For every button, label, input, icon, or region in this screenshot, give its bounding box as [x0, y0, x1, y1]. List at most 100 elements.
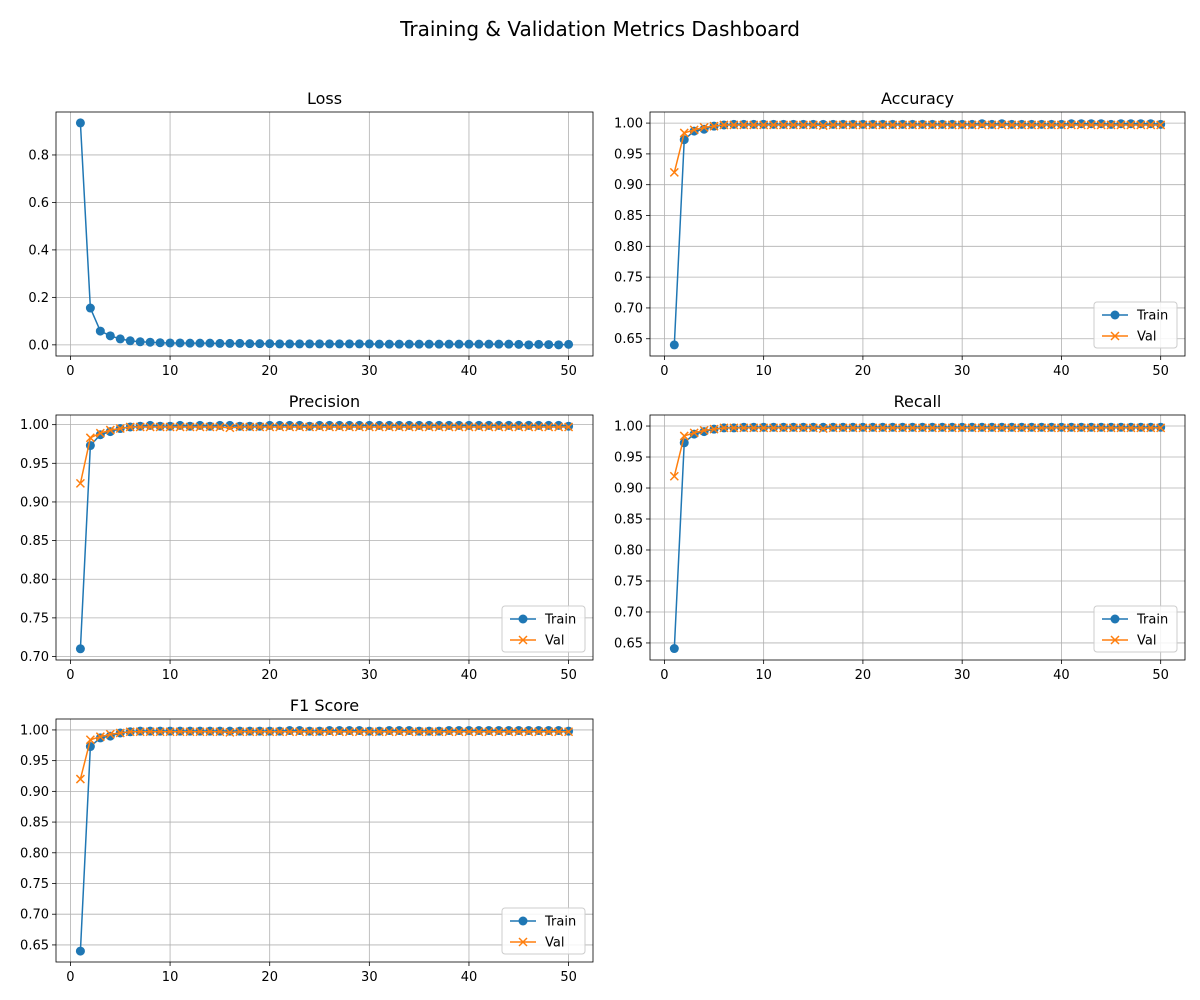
data-point-val [967, 120, 977, 130]
data-point-value [125, 336, 135, 346]
data-point-val [917, 423, 927, 433]
data-point-val [997, 423, 1007, 433]
data-point-val [898, 423, 908, 433]
y-tick-label: 0.75 [20, 611, 49, 626]
x-tick-label: 40 [1053, 364, 1070, 379]
data-point-train [977, 119, 987, 129]
dashboard-title: Training & Validation Metrics Dashboard [399, 17, 800, 41]
series-line-val [79, 426, 569, 484]
data-point-val [1136, 120, 1146, 130]
data-point-val [1096, 120, 1106, 130]
chart-title: Precision [289, 392, 360, 411]
legend: Train Val [1093, 605, 1178, 653]
data-point-val [484, 727, 494, 737]
legend-label: Val [545, 936, 564, 951]
series-line-val [673, 427, 1161, 477]
data-point-val [1066, 120, 1076, 130]
data-point-val [679, 128, 689, 138]
data-point-val [564, 422, 574, 432]
data-point-val [424, 422, 434, 432]
data-point-train [554, 726, 564, 736]
plot-frame [649, 414, 1186, 661]
legend: Train Val [501, 907, 586, 955]
data-point-train [394, 726, 404, 736]
x-tick-label: 20 [261, 668, 278, 683]
data-point-value [295, 339, 305, 349]
data-point-val [145, 422, 155, 432]
data-point-val [344, 727, 354, 737]
data-point-train [818, 119, 828, 129]
data-point-value [205, 338, 215, 348]
data-point-val [374, 727, 384, 737]
data-point-val [195, 422, 205, 432]
data-point-val [175, 422, 185, 432]
data-point-val [434, 727, 444, 737]
data-point-value [195, 338, 205, 348]
data-point-train [504, 420, 514, 430]
data-point-value [145, 337, 155, 347]
data-point-value [75, 118, 85, 128]
data-point-train [175, 420, 185, 430]
x-tick-label: 0 [660, 668, 668, 683]
x-tick-label: 20 [855, 364, 872, 379]
data-point-val [1046, 423, 1057, 433]
data-point-val [544, 727, 554, 737]
data-point-val [364, 422, 374, 432]
x-tick-label: 10 [162, 970, 179, 985]
data-point-val [808, 423, 818, 433]
data-point-train [285, 420, 295, 430]
data-point-train [514, 420, 524, 430]
data-point-val [1056, 120, 1066, 130]
data-point-value [454, 339, 464, 349]
data-point-val [1037, 120, 1047, 130]
data-point-train [818, 422, 828, 432]
data-point-train [334, 726, 344, 736]
x-tick-label: 40 [461, 668, 478, 683]
data-point-val [125, 727, 135, 737]
data-point-val [908, 423, 918, 433]
data-point-val [868, 423, 878, 433]
data-point-value [434, 339, 444, 349]
x-tick-label: 20 [261, 970, 278, 985]
data-point-val [554, 727, 564, 737]
data-point-val [324, 422, 335, 432]
data-point-val [534, 422, 544, 432]
legend-label: Train [544, 915, 576, 930]
y-tick-label: 0.2 [28, 291, 49, 306]
data-point-train [364, 420, 374, 430]
data-point-value [544, 340, 554, 350]
data-point-val [1096, 423, 1106, 433]
data-point-val [1136, 423, 1146, 433]
data-point-val [245, 422, 255, 432]
data-point-value [165, 338, 175, 348]
data-point-train [384, 420, 394, 430]
data-point-train [215, 420, 225, 430]
x-tick-label: 30 [954, 668, 971, 683]
data-point-val [175, 727, 185, 737]
plot-frame [55, 111, 594, 357]
data-point-val [838, 423, 848, 433]
data-point-val [314, 727, 325, 737]
x-tick-label: 30 [361, 970, 378, 985]
data-point-val [709, 121, 719, 131]
chart-panels: Loss 0 10 20 30 40 50 0.0 0.2 0.4 0.6 0.8 Accuracy 0 1… [20, 89, 1186, 985]
data-point-value [305, 339, 315, 349]
data-point-train [454, 420, 464, 430]
data-point-train [145, 420, 155, 430]
legend-swatch-marker [518, 937, 528, 947]
data-point-val [828, 120, 838, 130]
data-point-val [788, 120, 798, 130]
legend-swatch-marker [1110, 614, 1120, 624]
data-point-val [414, 727, 424, 737]
data-point-train [444, 726, 454, 736]
x-tick-label: 40 [461, 364, 478, 379]
data-point-train [295, 420, 305, 430]
data-point-val [769, 120, 779, 130]
data-point-val [888, 120, 898, 130]
data-point-train [544, 726, 554, 736]
data-point-value [374, 339, 384, 349]
data-point-val [394, 422, 404, 432]
data-point-val [424, 727, 434, 737]
data-point-val [947, 120, 957, 130]
legend-swatch-marker [518, 916, 528, 926]
